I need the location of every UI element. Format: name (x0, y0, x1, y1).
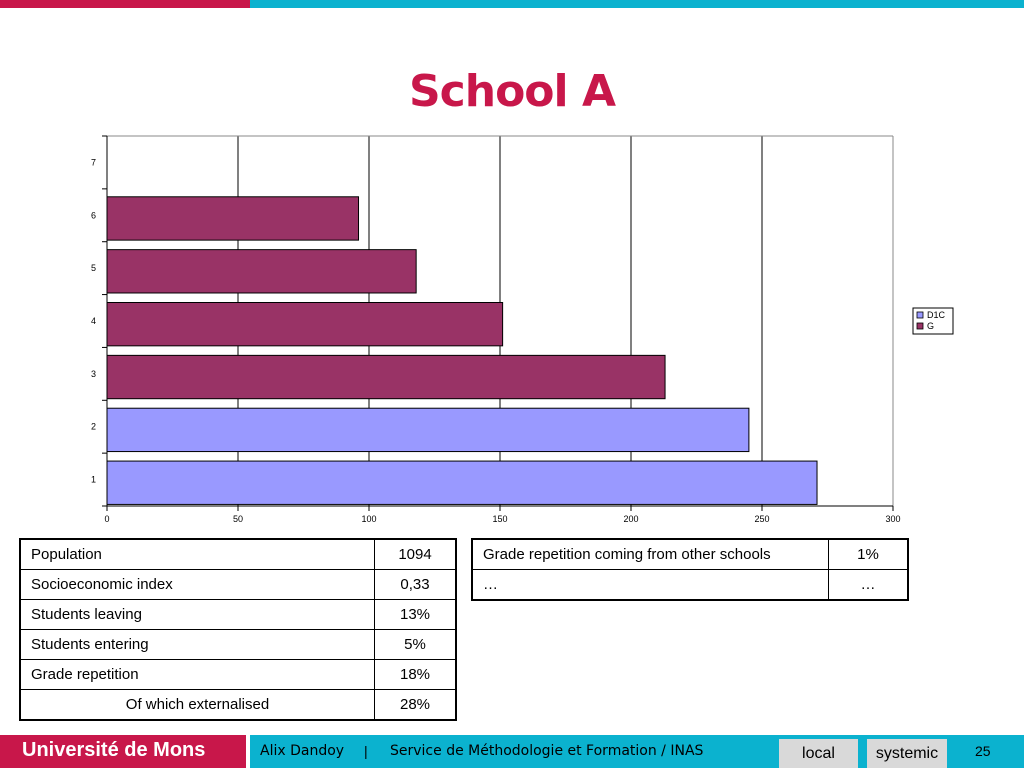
y-tick-label: 6 (91, 210, 96, 220)
school-stats-table: Population 1094 Socioeconomic index 0,33… (19, 538, 457, 721)
y-tick-label: 2 (91, 422, 96, 432)
legend-swatch (916, 311, 924, 319)
top-accent-bar (0, 0, 1024, 8)
x-tick-label: 100 (361, 514, 376, 524)
y-tick-label: 4 (91, 316, 96, 326)
row-value: … (828, 569, 909, 601)
row-value: 1094 (374, 538, 457, 570)
bar (106, 407, 750, 453)
row-label: Students entering (19, 629, 375, 660)
row-label: Socioeconomic index (19, 569, 375, 600)
y-tick-label: 3 (91, 369, 96, 379)
slide-title: School A (408, 66, 616, 117)
top-accent-blue (250, 0, 1024, 8)
table-row: Of which externalised 28% (19, 689, 457, 721)
table-row: Population 1094 (19, 538, 457, 570)
y-tick-label: 5 (91, 263, 96, 273)
row-value: 18% (374, 659, 457, 690)
row-label: Grade repetition coming from other schoo… (471, 538, 829, 570)
repetition-table: Grade repetition coming from other schoo… (471, 538, 909, 601)
page-number: 25 (975, 743, 991, 759)
row-value: 5% (374, 629, 457, 660)
local-tag: local (779, 739, 858, 768)
row-value: 1% (828, 538, 909, 570)
bar (106, 354, 666, 400)
table-row: Grade repetition 18% (19, 659, 457, 690)
x-tick-label: 50 (233, 514, 243, 524)
bar (106, 460, 818, 505)
table-row: Students entering 5% (19, 629, 457, 660)
row-label: Grade repetition (19, 659, 375, 690)
footer: Université de Mons Alix Dandoy | Service… (0, 735, 1024, 768)
footer-service: Service de Méthodologie et Formation / I… (390, 743, 704, 759)
footer-separator: | (364, 743, 368, 759)
x-tick-label: 200 (623, 514, 638, 524)
x-tick-label: 300 (885, 514, 900, 524)
table-row: Students leaving 13% (19, 599, 457, 630)
top-accent-red (0, 0, 250, 8)
y-tick-label: 1 (91, 475, 96, 485)
row-value: 13% (374, 599, 457, 630)
x-tick-label: 250 (754, 514, 769, 524)
table-row: Grade repetition coming from other schoo… (471, 538, 909, 570)
x-tick-label: 150 (492, 514, 507, 524)
table-row: Socioeconomic index 0,33 (19, 569, 457, 600)
table-row: … … (471, 569, 909, 601)
systemic-tag: systemic (867, 739, 947, 768)
row-label: … (471, 569, 829, 601)
bar (106, 196, 360, 241)
row-label: Of which externalised (19, 689, 375, 721)
x-tick-label: 0 (104, 514, 109, 524)
legend-label: G (927, 321, 934, 331)
row-value: 0,33 (374, 569, 457, 600)
footer-author: Alix Dandoy (260, 743, 345, 759)
legend-label: D1C (927, 310, 946, 320)
bar (106, 302, 504, 347)
legend-swatch (916, 322, 924, 330)
row-label: Students leaving (19, 599, 375, 630)
y-tick-label: 7 (91, 157, 96, 167)
row-label: Population (19, 538, 375, 570)
row-value: 28% (374, 689, 457, 721)
university-brand: Université de Mons (0, 735, 246, 768)
bar (106, 249, 417, 294)
